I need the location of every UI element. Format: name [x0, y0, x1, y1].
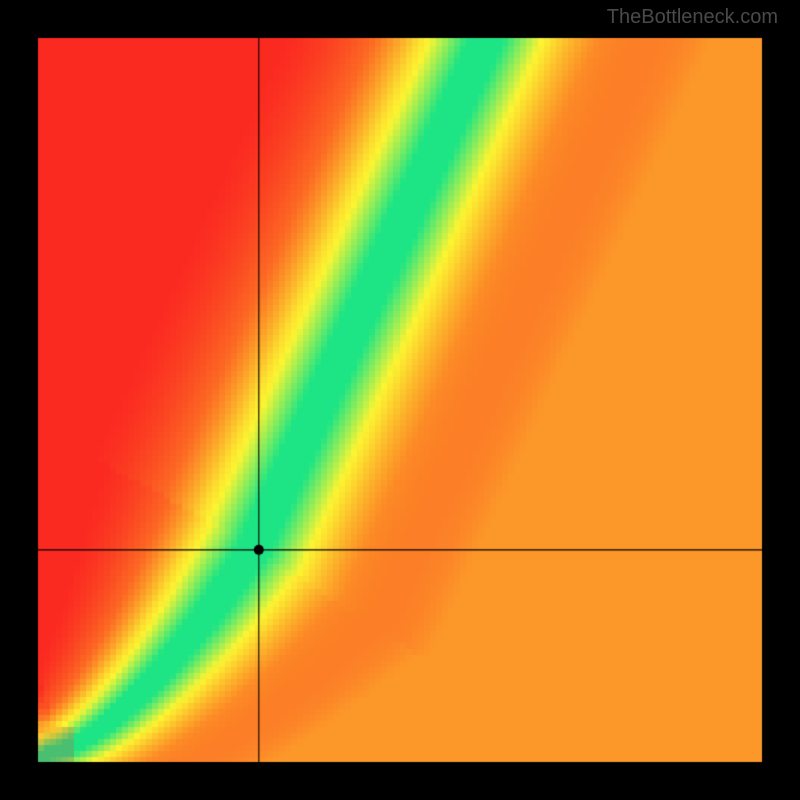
- bottleneck-heatmap: [0, 0, 800, 800]
- chart-container: TheBottleneck.com: [0, 0, 800, 800]
- watermark-text: TheBottleneck.com: [607, 6, 778, 29]
